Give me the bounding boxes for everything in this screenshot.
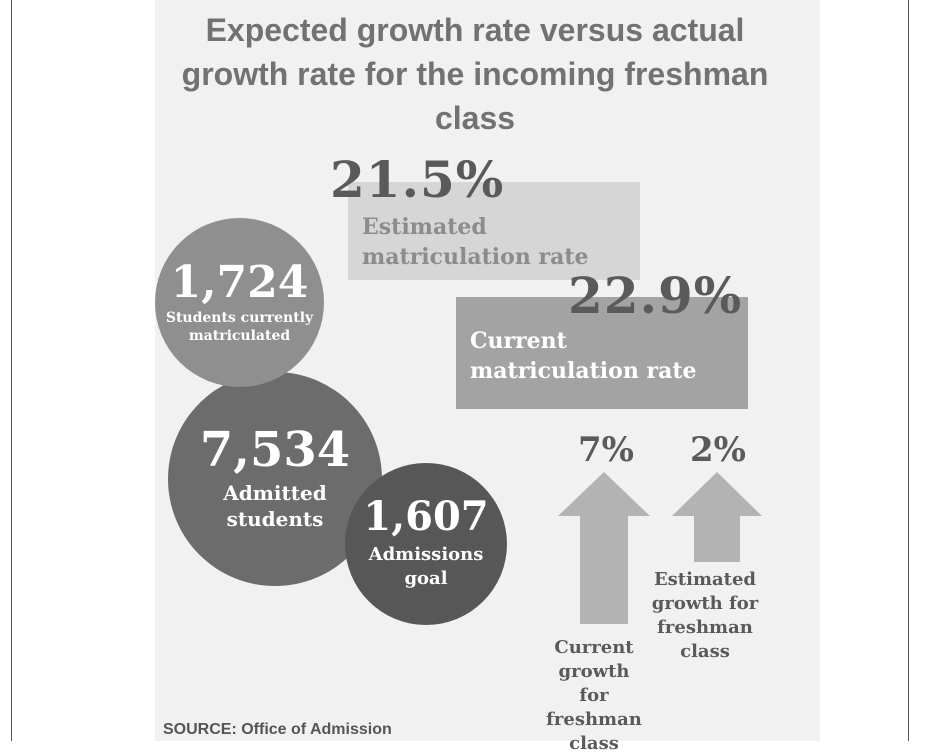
infographic-title: Expected growth rate versus actual growt… bbox=[140, 8, 810, 140]
estimated-rate-label-line-2: matriculation rate bbox=[362, 244, 589, 270]
estimated-growth-label: Estimated growth for freshman class bbox=[650, 568, 760, 664]
matriculated-label-line-2: matriculated bbox=[188, 327, 291, 344]
estimated-rate-box bbox=[348, 182, 640, 280]
current-rate-label-line-2: matriculation rate bbox=[470, 358, 697, 384]
estimated-growth-value: 2% bbox=[690, 430, 746, 470]
goal-label-line-1: Admissions bbox=[368, 544, 484, 565]
estimated-rate-value: 21.5% bbox=[330, 150, 505, 209]
matriculated-students-value: 1,724 bbox=[170, 256, 309, 308]
matriculated-label-line-1: Students currently bbox=[165, 309, 314, 326]
current-rate-label: Current matriculation rate bbox=[470, 326, 697, 386]
matriculated-students-circle: 1,724 Students currently matriculated bbox=[155, 218, 324, 387]
source-credit: SOURCE: Office of Admission bbox=[163, 721, 392, 738]
current-growth-label-line-3: freshman bbox=[546, 709, 642, 730]
current-growth-label-line-4: class bbox=[569, 733, 619, 754]
admitted-label-line-2: students bbox=[226, 507, 324, 531]
estimated-growth-label-line-4: class bbox=[680, 641, 730, 662]
current-growth-label-line-2: growth for bbox=[558, 661, 630, 706]
title-line-1: Expected growth rate versus actual bbox=[205, 12, 745, 48]
current-growth-arrow-icon bbox=[558, 472, 650, 624]
current-rate-value: 22.9% bbox=[568, 266, 743, 325]
admissions-goal-value: 1,607 bbox=[363, 493, 489, 540]
title-line-3: class bbox=[434, 100, 516, 136]
estimated-rate-label-line-1: Estimated bbox=[362, 214, 487, 240]
estimated-growth-label-line-2: growth for bbox=[651, 593, 759, 614]
current-growth-label-line-1: Current bbox=[554, 637, 634, 658]
frame-right-border bbox=[908, 0, 909, 741]
matriculated-students-label: Students currently matriculated bbox=[165, 309, 315, 345]
estimated-growth-arrow-icon bbox=[672, 472, 762, 562]
title-line-2: growth rate for the incoming freshman bbox=[181, 56, 769, 92]
current-growth-value: 7% bbox=[578, 430, 634, 470]
estimated-growth-label-line-1: Estimated bbox=[653, 569, 757, 590]
admitted-label-line-1: Admitted bbox=[223, 481, 327, 505]
current-growth-label: Current growth for freshman class bbox=[544, 636, 644, 756]
admissions-goal-circle: 1,607 Admissions goal bbox=[345, 463, 507, 625]
current-rate-box bbox=[456, 297, 748, 409]
admitted-students-label: Admitted students bbox=[200, 480, 350, 532]
admitted-students-value: 7,534 bbox=[199, 422, 351, 478]
admissions-goal-label: Admissions goal bbox=[356, 543, 496, 591]
estimated-rate-label: Estimated matriculation rate bbox=[362, 212, 589, 272]
frame-left-border bbox=[11, 0, 12, 741]
estimated-growth-label-line-3: freshman bbox=[657, 617, 753, 638]
goal-label-line-2: goal bbox=[404, 568, 448, 589]
current-rate-label-line-1: Current bbox=[470, 328, 567, 354]
